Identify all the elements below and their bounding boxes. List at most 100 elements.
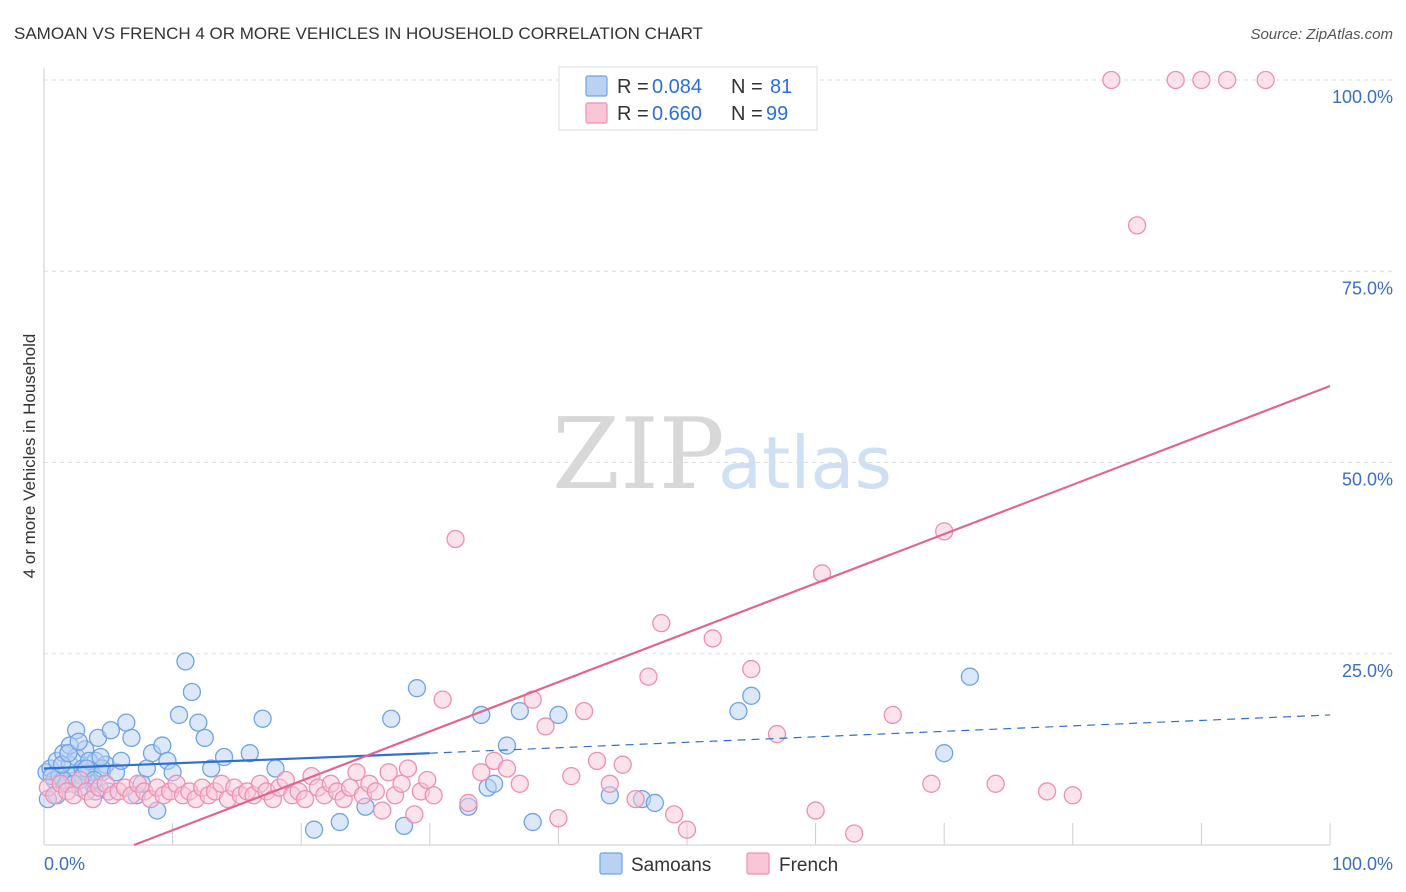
point-1-80: [677, 820, 697, 839]
point-0-55: [202, 759, 221, 778]
point-1-83: [767, 724, 787, 744]
point-1-76: [626, 789, 645, 809]
legend-swatch-french: [746, 852, 770, 875]
point-0-50: [169, 705, 189, 725]
y-axis-label: 4 or more Vehicles in Household: [20, 334, 39, 579]
series-points-1: [38, 70, 1275, 843]
x-tick-label-max: 100.0%: [1332, 854, 1393, 874]
point-1-88: [986, 774, 1005, 793]
point-0-58: [253, 709, 272, 728]
point-0-63: [382, 709, 401, 728]
point-1-71: [562, 767, 581, 786]
point-1-51: [366, 782, 385, 801]
point-0-41: [122, 728, 141, 748]
chart-title: SAMOAN VS FRENCH 4 OR MORE VEHICLES IN H…: [14, 24, 703, 43]
point-0-77: [729, 701, 748, 721]
y-tick-label-0: 25.0%: [1342, 661, 1393, 681]
point-0-70: [497, 736, 517, 755]
point-1-55: [392, 774, 411, 793]
point-1-72: [574, 701, 594, 721]
point-1-91: [1127, 216, 1147, 235]
point-0-47: [153, 736, 172, 755]
point-1-62: [446, 529, 465, 549]
point-1-77: [639, 667, 658, 686]
point-1-59: [418, 770, 437, 790]
point-1-53: [379, 763, 398, 782]
point-1-78: [652, 614, 671, 633]
watermark-zip: ZIP: [552, 398, 725, 512]
point-1-94: [1217, 70, 1237, 90]
point-0-36: [91, 747, 110, 767]
stats-n-value-french: 99: [766, 103, 788, 125]
point-1-66: [497, 759, 517, 778]
y-tick-labels: 25.0% 50.0% 75.0% 100.0%: [1332, 87, 1393, 681]
legend-label-french: French: [779, 855, 838, 876]
point-1-64: [472, 763, 491, 782]
point-1-40: [295, 789, 315, 809]
point-1-84: [806, 801, 825, 820]
point-0-44: [137, 759, 157, 778]
trend-line-1: [133, 384, 1331, 847]
point-0-54: [195, 728, 214, 748]
point-1-74: [600, 774, 619, 793]
point-0-73: [549, 705, 568, 725]
y-tick-label-1: 50.0%: [1342, 470, 1393, 490]
stats-n-label-samoans: N =: [731, 76, 768, 98]
point-1-82: [742, 659, 761, 679]
scatter-points: [37, 70, 1275, 843]
stats-r-label-french: R =: [617, 103, 654, 125]
point-1-89: [1037, 782, 1057, 801]
stats-r-value-french: 0.660: [652, 103, 702, 125]
series-points-0: [37, 652, 980, 839]
point-1-95: [1256, 70, 1275, 90]
point-0-53: [189, 713, 208, 732]
point-1-92: [1166, 70, 1185, 90]
trend-line-extension-0: [429, 714, 1331, 754]
trend-lines: [43, 384, 1331, 847]
source-label: Source: ZipAtlas.com: [1250, 26, 1393, 43]
x-tick-label-min: 0.0%: [44, 854, 85, 874]
point-0-56: [214, 747, 234, 767]
point-1-56: [398, 759, 418, 778]
point-1-67: [510, 774, 529, 793]
point-0-51: [176, 652, 195, 671]
point-1-98: [922, 774, 941, 793]
point-1-48: [347, 763, 366, 782]
stats-swatch-french: [585, 102, 608, 124]
stats-r-label-samoans: R =: [617, 76, 654, 98]
stats-r-value-samoans: 0.084: [652, 76, 702, 98]
series-legend: Samoans French: [599, 852, 838, 876]
point-1-70: [549, 809, 568, 828]
legend-label-samoans: Samoans: [631, 855, 711, 876]
y-tick-label-2: 75.0%: [1342, 278, 1393, 298]
axes: [43, 68, 1331, 846]
point-1-57: [405, 805, 424, 824]
point-0-39: [112, 751, 131, 770]
point-0-76: [645, 793, 664, 813]
grid-lines: [44, 79, 1393, 655]
point-1-75: [613, 755, 632, 774]
point-0-65: [407, 679, 427, 698]
point-1-85: [845, 824, 864, 843]
point-0-31: [59, 744, 78, 763]
stats-legend: R = 0.084 N = 81 R = 0.660 N = 99: [558, 66, 818, 131]
point-0-79: [935, 744, 954, 763]
stats-n-label-french: N =: [731, 103, 768, 125]
point-0-40: [117, 713, 136, 732]
point-1-93: [1192, 70, 1211, 90]
point-1-81: [703, 629, 722, 648]
point-1-73: [587, 751, 607, 770]
point-0-72: [523, 812, 542, 832]
point-0-61: [330, 812, 349, 832]
point-0-69: [484, 774, 504, 793]
watermark: ZIP atlas: [552, 398, 892, 512]
point-0-60: [304, 820, 324, 839]
point-0-52: [182, 682, 202, 702]
point-0-64: [394, 816, 414, 836]
stats-swatch-samoans: [585, 75, 608, 97]
point-0-80: [960, 667, 980, 686]
point-0-33: [69, 732, 88, 751]
legend-swatch-samoans: [599, 852, 623, 875]
point-1-52: [373, 801, 392, 820]
